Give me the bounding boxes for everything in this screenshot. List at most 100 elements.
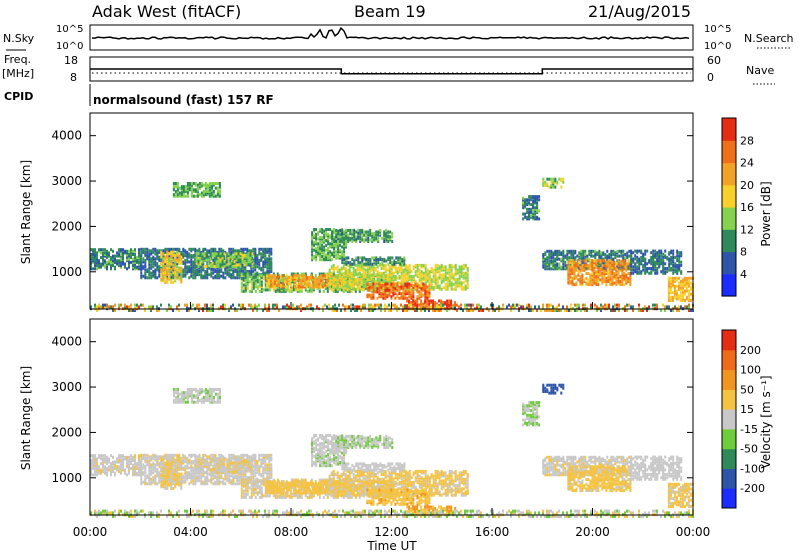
power-cell: [448, 301, 451, 305]
power-cell: [174, 272, 177, 276]
power-cell: [317, 279, 320, 283]
power-cell: [430, 301, 433, 305]
power-cell: [252, 309, 254, 312]
power-cell: [568, 309, 570, 312]
power-cell: [311, 242, 314, 246]
power-cell: [412, 279, 415, 283]
power-cell: [176, 271, 179, 275]
power-cell: [676, 268, 679, 272]
power-cell: [262, 250, 265, 254]
power-cell: [178, 266, 181, 270]
power-cell: [664, 271, 667, 275]
power-cell: [424, 270, 427, 274]
power-cell: [311, 282, 314, 286]
power-cell: [315, 240, 318, 244]
power-cell: [613, 262, 616, 266]
power-cell: [550, 259, 553, 263]
power-cell: [438, 284, 441, 288]
power-cell: [410, 295, 413, 299]
power-cell: [597, 275, 600, 279]
power-cell: [426, 279, 429, 283]
power-cell: [180, 266, 183, 270]
power-cell: [390, 278, 393, 282]
power-cell: [148, 266, 151, 270]
power-cell: [112, 249, 114, 253]
power-cell: [92, 267, 94, 271]
power-cell: [326, 289, 329, 293]
power-cell: [216, 191, 219, 195]
power-cell: [363, 238, 366, 242]
power-cell: [621, 275, 624, 279]
power-cell: [246, 250, 249, 254]
power-cell: [416, 301, 419, 305]
power-cell: [218, 189, 221, 193]
power-cell: [640, 255, 643, 259]
power-cell: [242, 272, 245, 276]
power-cell: [595, 265, 598, 269]
power-cell: [390, 288, 393, 292]
power-cell: [593, 273, 596, 277]
power-cell: [606, 257, 609, 261]
power-cell: [339, 228, 342, 232]
power-cell: [627, 259, 630, 263]
power-cell: [404, 290, 407, 294]
power-cell: [599, 259, 602, 263]
power-cell: [136, 259, 138, 263]
power-cell: [245, 255, 248, 259]
power-cell: [266, 250, 269, 254]
power-cell: [372, 309, 374, 312]
power-cell: [426, 287, 429, 291]
power-cell: [331, 274, 334, 278]
power-cell: [238, 303, 240, 307]
power-cell: [634, 249, 637, 253]
power-cell: [210, 268, 213, 272]
power-cell: [303, 283, 306, 287]
power-cell: [291, 275, 294, 279]
power-cell: [315, 248, 318, 252]
power-cell: [150, 266, 153, 270]
power-cell: [422, 302, 425, 306]
power-cell: [548, 264, 551, 268]
power-cell: [246, 283, 249, 287]
power-cell: [542, 182, 545, 186]
power-cell: [332, 263, 335, 267]
power-cell: [90, 256, 92, 260]
power-cell: [172, 186, 175, 190]
power-cell: [305, 275, 308, 279]
power-cell: [102, 254, 104, 258]
power-cell: [340, 276, 343, 280]
power-cell: [319, 275, 322, 279]
power-cell: [654, 255, 657, 259]
power-cell: [586, 254, 589, 258]
power-cell: [282, 280, 285, 284]
power-cell: [188, 182, 191, 185]
power-cell: [571, 270, 574, 274]
power-cell: [406, 268, 409, 272]
power-cell: [368, 309, 370, 312]
power-cell: [327, 234, 330, 238]
power-cell: [186, 254, 189, 258]
power-cell: [212, 276, 215, 280]
power-cell: [636, 271, 639, 275]
power-cell: [585, 276, 588, 280]
power-cell: [634, 270, 637, 274]
power-cell: [238, 270, 241, 273]
power-cell: [220, 247, 223, 251]
power-cell: [339, 230, 342, 234]
power-cell: [456, 309, 458, 312]
power-cell: [124, 249, 126, 253]
power-cell: [202, 268, 205, 272]
power-cell: [285, 275, 288, 279]
power-cell: [589, 276, 592, 280]
power-cell: [646, 267, 649, 270]
beam-label: Beam 19: [354, 2, 426, 21]
power-cell: [456, 271, 459, 275]
power-cell: [546, 249, 549, 253]
power-cell: [664, 255, 667, 259]
power-cell: [556, 305, 558, 309]
power-cell: [336, 265, 339, 269]
power-cell: [368, 287, 371, 291]
power-cell: [629, 275, 632, 279]
power-cell: [345, 235, 348, 239]
power-cell: [567, 275, 570, 279]
